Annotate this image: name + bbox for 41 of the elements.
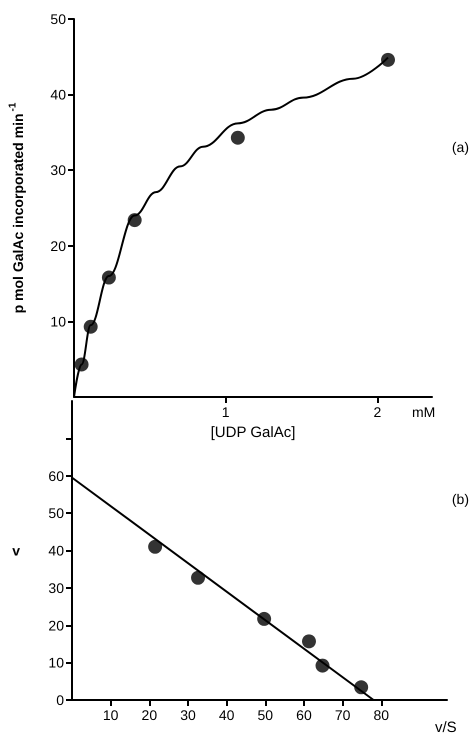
point (354, 680, 368, 694)
point (74, 357, 89, 372)
point (128, 213, 142, 228)
x-tick-label: 30 (180, 707, 196, 723)
x-tick-label: 50 (258, 707, 274, 723)
text: (b) (452, 491, 470, 507)
y-tick-label: 0 (56, 692, 64, 708)
x-tick-label: 2 (373, 404, 382, 420)
x-tick-label: 1 (222, 404, 230, 420)
y-tick-label: 10 (50, 313, 66, 330)
point (230, 130, 245, 145)
point (148, 540, 162, 554)
y-tick-label: 30 (50, 162, 66, 178)
y-tick-label: 30 (48, 580, 64, 596)
point (191, 570, 206, 585)
x-axis-title: [UDP GalAc] (210, 424, 296, 441)
y-tick-label: 50 (48, 505, 64, 522)
annotation: mM (412, 404, 436, 420)
x-tick-label: 10 (102, 707, 119, 723)
point (84, 320, 98, 334)
y-tick-label: 20 (50, 238, 66, 254)
y-tick-label: 20 (48, 617, 64, 634)
y-tick-label: 60 (48, 468, 64, 484)
y-tick-label: 40 (50, 86, 66, 103)
text: (a) (452, 139, 470, 155)
x-tick-label: 40 (218, 707, 235, 723)
x-tick-label: 60 (296, 707, 312, 723)
point (257, 612, 272, 626)
y-tick-label: 50 (50, 11, 66, 27)
y-tick-label: 40 (48, 542, 64, 558)
y-axis-title: v (12, 542, 20, 558)
point (316, 658, 330, 673)
y-tick-label: 10 (48, 654, 64, 671)
point (381, 52, 396, 67)
x-tick-label: 20 (142, 707, 158, 723)
x-axis-title: v/S (435, 719, 457, 735)
point (302, 634, 316, 648)
y-axis-title: p mol GalAc incorporated min-1 (8, 102, 26, 314)
x-tick-label: 70 (334, 707, 351, 723)
point (102, 270, 116, 285)
x-tick-label: 80 (373, 707, 390, 723)
